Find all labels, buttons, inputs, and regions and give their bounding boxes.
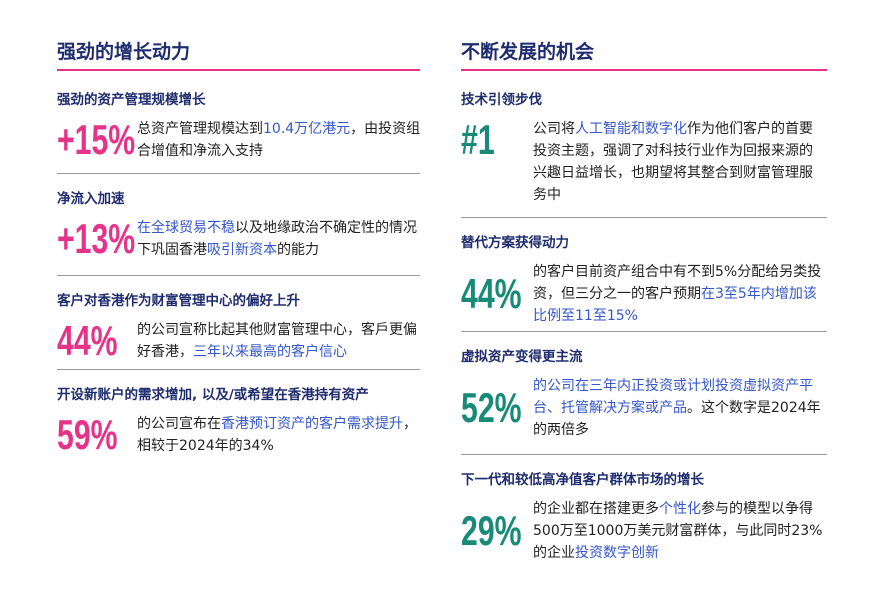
item-body: 的公司宣布在香港预订资产的客户需求提升，相较于2024年的34% [137, 413, 422, 457]
stat: 29% [461, 507, 522, 554]
item-body: 的企业都在搭建更多个性化参与的模型以争得500万至1000万美元财富群体，与此同… [533, 498, 825, 564]
item-heading: 技术引领步伐 [461, 92, 542, 108]
body-segment: 在全球贸易不稳 [137, 220, 235, 236]
stat: 44% [461, 270, 522, 317]
body-segment: 参与的模型以争得500万至1000万美元财富群体，与此同时23%的企业 [533, 501, 823, 561]
stat: +15% [57, 116, 136, 163]
divider [461, 217, 827, 218]
item-heading: 强劲的资产管理规模增长 [57, 92, 206, 108]
item-body: 的客户目前资产组合中有不到5%分配给另类投资，但三分之一的客户预期在3至5年内增… [533, 261, 825, 327]
item-body: 的公司在三年内正投资或计划投资虚拟资产平台、托管解决方案或产品。这个数字是202… [533, 375, 825, 441]
body-segment: 以及地缘政治不确定性的情况下巩固香港 [137, 220, 417, 258]
divider [461, 331, 827, 332]
item-heading: 客户对香港作为财富管理中心的偏好上升 [57, 293, 300, 309]
body-segment: 公司将 [533, 121, 575, 137]
body-segment: 在3至5年内增加该比例至11至15% [533, 286, 817, 324]
column-title: 不断发展的机会 [461, 41, 595, 63]
item-heading: 替代方案获得动力 [461, 235, 569, 251]
body-segment: ，由投资组合增值和净流入支持 [137, 121, 421, 159]
column-title: 强劲的增长动力 [57, 41, 191, 63]
body-segment: 的客户目前资产组合中有不到5%分配给另类投资，但三分之一的客户预期 [533, 264, 822, 302]
item-heading: 下一代和较低高净值客户群体市场的增长 [461, 472, 704, 488]
body-segment: 的公司宣称比起其他财富管理中心，客戶更偏好香港， [137, 322, 417, 360]
title-rule [461, 69, 827, 71]
item-heading: 虚拟资产变得更主流 [461, 349, 583, 365]
title-rule [57, 69, 420, 71]
divider [57, 275, 420, 276]
body-segment: 香港预订资产的客户需求提升 [221, 416, 403, 432]
body-segment: ，相较于2024年的34% [137, 416, 417, 454]
body-segment: 作为他们客户的首要投资主题，强调了对科技行业作为回报来源的兴趣日益增长，也期望将… [533, 121, 813, 203]
body-segment: 总资产管理规模达到 [137, 121, 263, 137]
body-segment: 吸引新资本 [207, 242, 277, 258]
body-segment: 投资数字创新 [575, 545, 659, 561]
item-heading: 净流入加速 [57, 191, 125, 207]
body-segment: 人工智能和数字化 [575, 121, 687, 137]
stat: 52% [461, 384, 522, 431]
body-segment: 。这个数字是2024年的两倍多 [533, 400, 821, 438]
item-body: 在全球贸易不稳以及地缘政治不确定性的情况下巩固香港吸引新资本的能力 [137, 217, 422, 261]
body-segment: 的公司在三年内正投资或计划投资虚拟资产平台、托管解决方案或产品 [533, 378, 813, 416]
stat: 59% [57, 411, 118, 458]
item-body: 公司将人工智能和数字化作为他们客户的首要投资主题，强调了对科技行业作为回报来源的… [533, 118, 825, 206]
divider [57, 369, 420, 370]
divider [461, 454, 827, 455]
stat: #1 [461, 116, 495, 163]
stat: 44% [57, 317, 118, 364]
body-segment: 三年以来最高的客户信心 [193, 344, 347, 360]
body-segment: 的企业都在搭建更多 [533, 501, 659, 517]
body-segment: 的能力 [277, 242, 319, 258]
stat: +13% [57, 215, 136, 262]
item-body: 总资产管理规模达到10.4万亿港元，由投资组合增值和净流入支持 [137, 118, 422, 162]
body-segment: 10.4万亿港元 [263, 121, 351, 137]
divider [57, 173, 420, 174]
body-segment: 个性化 [659, 501, 701, 517]
item-body: 的公司宣称比起其他财富管理中心，客戶更偏好香港，三年以来最高的客户信心 [137, 319, 422, 363]
body-segment: 的公司宣布在 [137, 416, 221, 432]
item-heading: 开设新账户的需求增加, 以及/或希望在香港持有资产 [57, 387, 369, 403]
